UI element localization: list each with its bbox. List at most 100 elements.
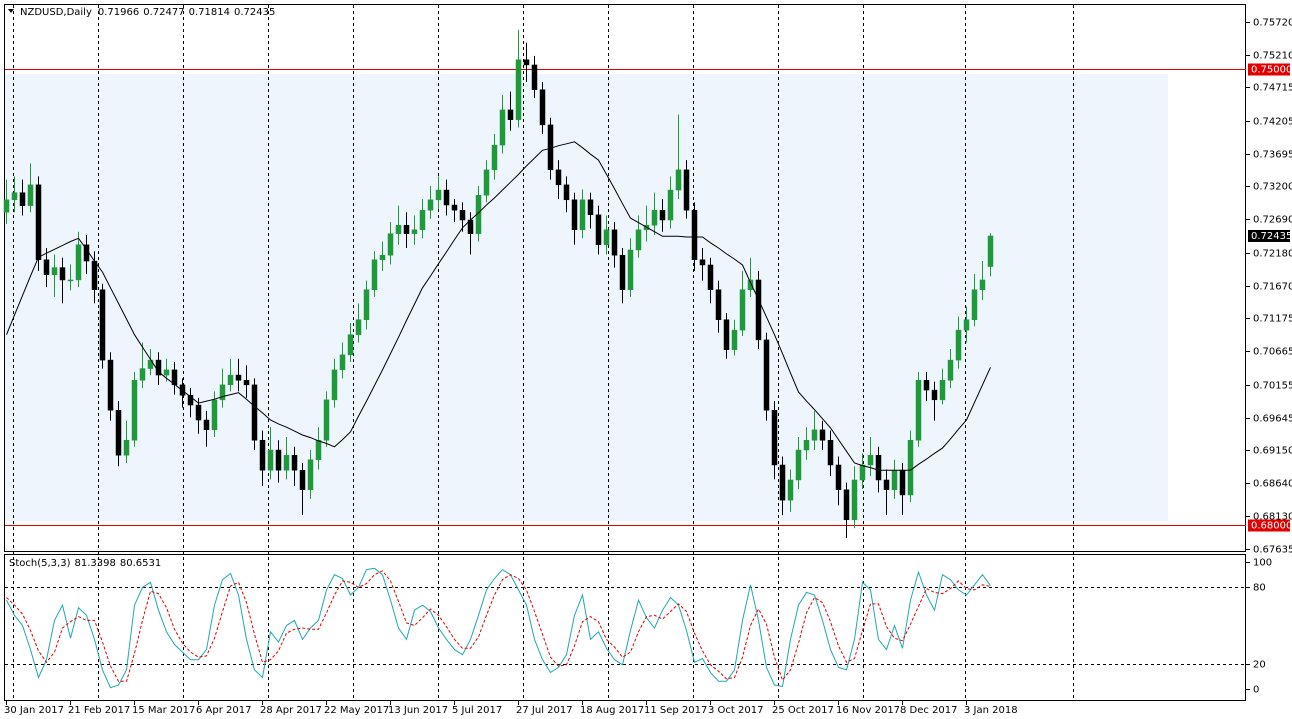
candle-body (187, 395, 194, 406)
candle-body (515, 59, 522, 120)
candle-body (875, 454, 882, 481)
candle-body (251, 384, 258, 441)
candle-body (435, 189, 442, 201)
y-tick-label: 0.73695 (1253, 150, 1292, 161)
candle-body (627, 249, 634, 290)
candle-body (363, 289, 370, 320)
candle-body (427, 199, 434, 211)
candle-body (843, 489, 850, 520)
candle-body (403, 224, 410, 234)
low-value: 0.71814 (189, 7, 230, 18)
candle-body (3, 199, 10, 213)
candle-body (531, 64, 538, 90)
candle-body (867, 454, 874, 466)
open-value: 0.71966 (98, 7, 139, 18)
candle-body (339, 354, 346, 371)
candle-body (923, 380, 930, 391)
x-tick-label: 30 Jan 2017 (4, 705, 64, 716)
candle-body (947, 359, 954, 381)
candle-body (227, 374, 234, 386)
stoch-pane-frame (4, 554, 1246, 701)
candle-body (99, 289, 106, 361)
candle-body (491, 144, 498, 171)
y-tick-label: 0.71670 (1253, 282, 1292, 293)
candle-body (651, 209, 658, 226)
y-tick-label: 0.74715 (1253, 83, 1292, 94)
candle-body (323, 399, 330, 441)
candle-body (11, 192, 18, 201)
candle-body (291, 454, 298, 471)
stoch-header: Stoch(5,3,3) 81.3398 80.6531 (9, 558, 161, 569)
candle-body (579, 199, 586, 231)
close-value: 0.72435 (234, 7, 275, 18)
candle-body (139, 368, 146, 381)
candle-body (771, 410, 778, 466)
menu-arrow[interactable] (8, 9, 14, 13)
candle-body (667, 189, 674, 221)
candle-body (795, 449, 802, 481)
candle-body (683, 169, 690, 211)
candle-body (835, 464, 842, 491)
y-tick-label: 0.68130 (1253, 512, 1292, 523)
candle-body (523, 59, 530, 66)
candle-body (211, 399, 218, 431)
indicator-name: Stoch(5,3,3) (9, 558, 71, 569)
candle-body (115, 410, 122, 456)
candle-body (163, 369, 170, 376)
main-pane-frame (4, 4, 1246, 552)
candle-body (907, 439, 914, 496)
candle-body (707, 264, 714, 290)
candle-body (803, 439, 810, 451)
candle-body (755, 279, 762, 341)
candle-body (283, 454, 290, 471)
price-label: 0.72435 (1251, 231, 1292, 242)
candle-body (51, 267, 58, 275)
candle-body (315, 439, 322, 461)
candle-body (891, 469, 898, 491)
level-label-box (1248, 519, 1290, 532)
x-tick-label: 22 May 2017 (324, 705, 389, 716)
x-tick-label: 16 Nov 2017 (836, 705, 900, 716)
candle-body (259, 439, 266, 471)
candle-body (443, 189, 450, 206)
x-tick-label: 8 Dec 2017 (900, 705, 958, 716)
candle-body (371, 259, 378, 290)
y-tick-label: 0.72180 (1253, 249, 1292, 260)
candle-body (915, 380, 922, 441)
candle-body (107, 359, 114, 411)
candle-body (851, 479, 858, 520)
x-tick-label: 27 Jul 2017 (516, 705, 573, 716)
candle-body (747, 279, 754, 290)
candle-body (243, 380, 250, 386)
candle-body (715, 289, 722, 320)
candle-body (411, 229, 418, 234)
candle-body (307, 459, 314, 491)
candle-body (123, 439, 130, 456)
candle-body (555, 169, 562, 186)
range-rectangle (5, 74, 1168, 521)
candle-body (955, 329, 962, 361)
candle-body (939, 380, 946, 401)
candle-body (59, 267, 66, 281)
candle-body (387, 233, 394, 256)
y-tick-label: 0.69645 (1253, 414, 1292, 425)
candle-body (235, 374, 242, 381)
candle-body (787, 479, 794, 501)
y-tick-label: 0.70665 (1253, 347, 1292, 358)
candle-body (419, 209, 426, 231)
candle-body (563, 184, 570, 201)
candle-body (859, 464, 866, 481)
candle-body (195, 404, 202, 421)
candle-body (267, 449, 274, 471)
candle-body (571, 199, 578, 231)
candle-body (827, 439, 834, 466)
y-tick-label: 0.72690 (1253, 215, 1292, 226)
candle-body (67, 279, 74, 282)
x-tick-label: 18 Aug 2017 (580, 705, 644, 716)
k-value: 81.3398 (74, 558, 115, 569)
candle-body (539, 89, 546, 126)
y-tick-label: 0.70155 (1253, 381, 1292, 392)
d-value: 80.6531 (120, 558, 161, 569)
